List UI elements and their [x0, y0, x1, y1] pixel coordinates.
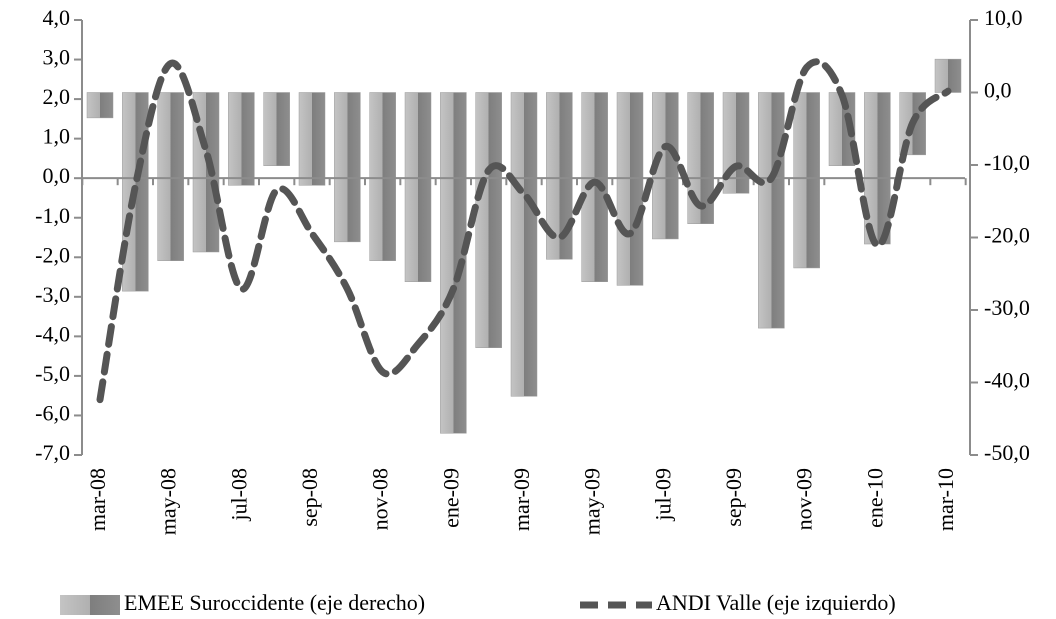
bar	[157, 92, 184, 261]
x-tick-label: ene-10	[862, 468, 887, 528]
y-tick-label: -2,0	[35, 242, 70, 267]
y-tick-label: -3,0	[35, 282, 70, 307]
y2-tick-label: -10,0	[984, 150, 1030, 175]
x-tick-label: sep-09	[721, 468, 746, 527]
y-tick-label: 0,0	[43, 163, 71, 188]
bar	[793, 92, 820, 269]
bar	[228, 92, 255, 186]
y-tick-label: 1,0	[43, 124, 71, 149]
line	[96, 58, 952, 404]
legend-swatch	[60, 595, 120, 615]
x-tick-label: ene-09	[438, 468, 463, 528]
bar	[263, 92, 290, 166]
x-tick-label: mar-08	[85, 468, 110, 531]
x-tick-label: may-08	[156, 468, 181, 535]
x-tick-label: mar-09	[509, 468, 534, 531]
x-tick-label: may-09	[580, 468, 605, 535]
x-tick-label: sep-08	[297, 468, 322, 527]
x-tick-label: nov-08	[368, 468, 393, 530]
y-tick-label: -6,0	[35, 401, 70, 426]
bar	[86, 92, 114, 119]
legend-label: ANDI Valle (eje izquierdo)	[656, 590, 896, 615]
x-tick-label: mar-10	[933, 468, 958, 531]
y2-tick-label: 0,0	[984, 78, 1012, 103]
y-tick-label: -4,0	[35, 321, 70, 346]
bar	[510, 92, 538, 397]
y-tick-label: 4,0	[43, 5, 71, 30]
bar	[934, 58, 962, 93]
y2-tick-label: 10,0	[984, 5, 1023, 30]
bar	[758, 92, 785, 329]
y-tick-label: -7,0	[35, 440, 70, 465]
bar	[616, 92, 644, 286]
legend-label: EMEE Suroccidente (eje derecho)	[124, 590, 425, 615]
y2-tick-label: -40,0	[984, 368, 1030, 393]
x-tick-label: jul-08	[226, 468, 251, 522]
bar	[404, 92, 432, 282]
y2-tick-label: -30,0	[984, 295, 1030, 320]
x-tick-label: nov-09	[792, 468, 817, 530]
y-tick-label: 3,0	[43, 45, 71, 70]
bar	[334, 92, 361, 243]
bar	[475, 92, 502, 348]
y2-tick-label: -50,0	[984, 440, 1030, 465]
y-tick-label: -5,0	[35, 361, 70, 386]
x-tick-label: jul-09	[650, 468, 675, 522]
bar	[298, 92, 326, 186]
y-tick-label: 2,0	[43, 84, 71, 109]
y2-tick-label: -20,0	[984, 223, 1030, 248]
bar	[369, 92, 396, 261]
y-tick-label: -1,0	[35, 203, 70, 228]
